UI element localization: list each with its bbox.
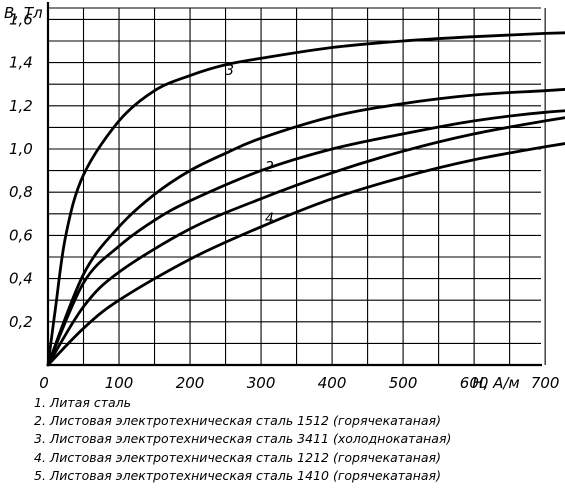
y-tick-label: 0,8 [9, 183, 33, 201]
curve-2 [46, 109, 565, 367]
x-tick-label: 300 [247, 374, 276, 392]
legend-item-5: 5. Листовая электротехническая сталь 141… [34, 467, 441, 483]
curves [46, 31, 565, 367]
axes [46, 2, 542, 367]
legend: 1. Литая сталь 2. Листовая электротехнич… [34, 394, 451, 485]
y-tick-label: 0,4 [9, 270, 33, 288]
curve-label-4: 4 [265, 211, 274, 227]
y-tick-label: 0,2 [9, 313, 33, 331]
x-tick-label: 100 [105, 374, 134, 392]
y-tick-label: 0,6 [9, 226, 33, 244]
y-tick-label: 1,4 [9, 54, 33, 72]
x-tick-label: 200 [176, 374, 205, 392]
x-axis-label: H, А/м [472, 374, 519, 392]
y-tick-label: 1,6 [9, 10, 33, 28]
x-tick-label: 0 [39, 374, 49, 392]
legend-item-1: 1. Литая сталь [34, 395, 132, 410]
x-tick-label: 600 [460, 374, 489, 392]
curve-5 [46, 87, 565, 367]
curve-labels: 1223445 [225, 63, 274, 227]
y-tick-labels: 0,2 0,4 0,6 0,8 1,0 1,2 1,4 1,6 [9, 10, 33, 330]
y-tick-label: 1,0 [9, 140, 33, 158]
magnetization-chart: 0,2 0,4 0,6 0,8 1,0 1,2 1,4 1,6 0 100 200 300 400 50… [4, 2, 565, 392]
curve-4 [46, 116, 565, 367]
curve-label-3: 3 [225, 63, 234, 79]
x-tick-label: 400 [318, 374, 347, 392]
legend-item-3: 3. Листовая электротехническая сталь 341… [34, 431, 452, 447]
legend-item-2: 2. Листовая электротехническая сталь 151… [34, 413, 441, 429]
grid [48, 7, 546, 365]
curve-1 [46, 142, 565, 367]
x-tick-label: 500 [389, 374, 418, 392]
legend-item-4: 4. Листовая электротехническая сталь 121… [34, 449, 441, 465]
curve-3 [46, 31, 565, 367]
curve-label-2: 2 [265, 159, 274, 175]
x-tick-label: 700 [531, 374, 560, 392]
y-axis-label: B, Тл [4, 4, 43, 22]
y-tick-label: 1,2 [9, 97, 33, 115]
x-tick-labels: 0100200300400500600700800900 [39, 374, 560, 392]
